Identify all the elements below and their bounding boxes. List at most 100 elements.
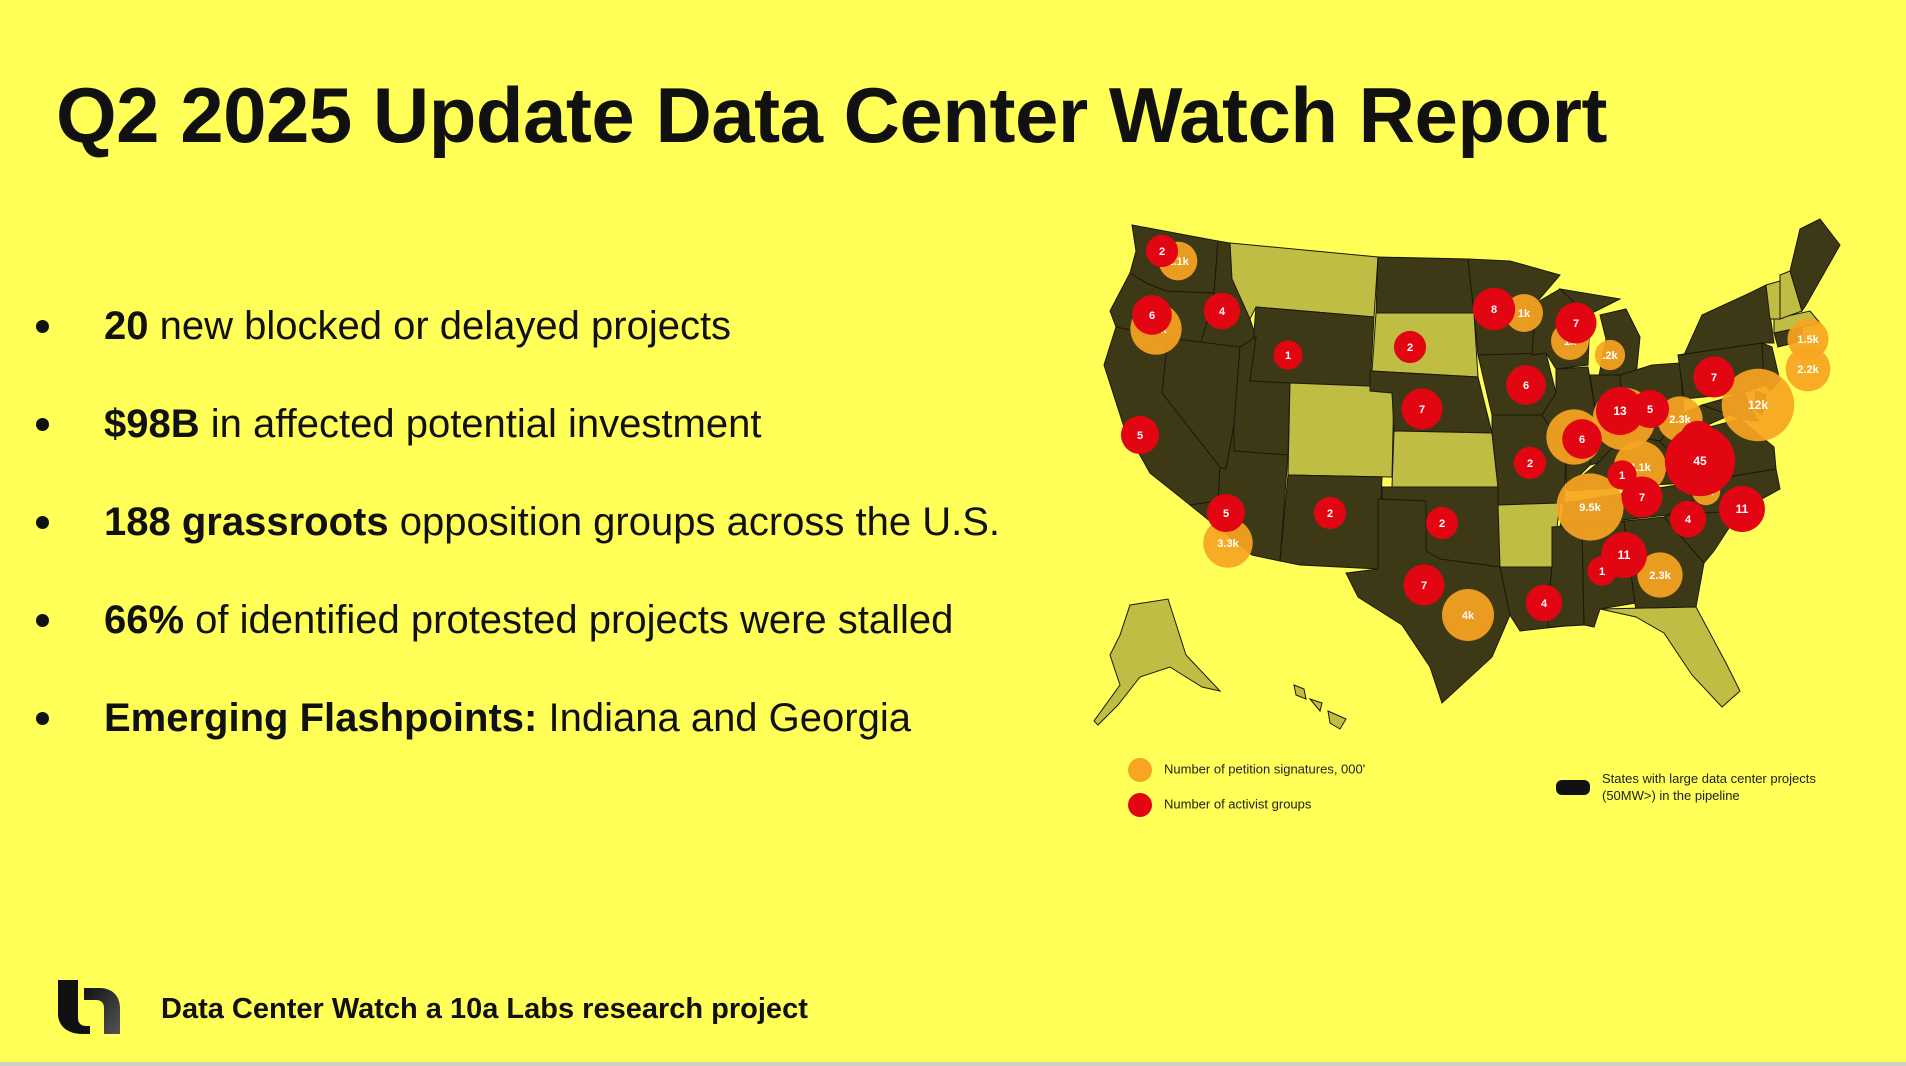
activist-marker-ne: 7 <box>1401 388 1443 430</box>
activist-marker-label: 11 <box>1736 502 1749 516</box>
activist-marker-circle <box>1693 356 1735 398</box>
page-title: Q2 2025 Update Data Center Watch Report <box>56 71 1608 159</box>
activist-marker-label: 8 <box>1491 304 1497 316</box>
activist-marker-circle <box>1506 365 1546 405</box>
activist-marker-label: 5 <box>1223 508 1229 520</box>
petition-marker-circle <box>1721 368 1795 442</box>
activist-marker-label: 5 <box>1137 430 1143 442</box>
bullet-dot-icon <box>36 516 49 529</box>
state-co <box>1287 382 1395 478</box>
activist-marker-label: 7 <box>1711 372 1717 384</box>
activist-marker-circle <box>1132 295 1172 335</box>
activist-marker-nm: 2 <box>1313 496 1347 530</box>
petition-swatch-icon <box>1128 758 1152 782</box>
activist-marker-circle <box>1719 486 1765 532</box>
list-item: 20 new blocked or delayed projects <box>30 300 1000 398</box>
activist-swatch-icon <box>1128 793 1152 817</box>
activist-marker-label: 4 <box>1541 598 1548 610</box>
activist-marker-label: 2 <box>1159 246 1165 258</box>
activist-marker-circle <box>1525 584 1563 622</box>
markers-layer: 1.1k3.8k3.3k4k1k.2k1k7.6k5k4.1k9.5k12k2.… <box>1120 234 1831 641</box>
activist-marker-circle <box>1555 302 1597 344</box>
petition-marker-circle <box>1785 346 1831 392</box>
legend-petition-label: Number of petition signatures, 000' <box>1164 761 1366 777</box>
petition-marker-circle <box>1637 552 1683 598</box>
activist-marker-circle <box>1513 446 1547 480</box>
state-hi <box>1293 684 1347 730</box>
us-map: 1.1k3.8k3.3k4k1k.2k1k7.6k5k4.1k9.5k12k2.… <box>1093 218 1841 730</box>
activist-marker-circle <box>1203 292 1241 330</box>
key-findings-list: 20 new blocked or delayed projects $98B … <box>30 300 1000 790</box>
activist-marker-circle <box>1587 556 1617 586</box>
activist-marker-circle <box>1393 330 1427 364</box>
activist-marker-label: 1 <box>1599 566 1605 578</box>
legend-pipeline-line1: States with large data center projects <box>1602 771 1816 786</box>
bullet-text: new blocked or delayed projects <box>148 304 732 348</box>
state-ks <box>1391 430 1499 488</box>
petition-marker-label: 9.5k <box>1579 502 1601 514</box>
activist-marker-circle <box>1145 234 1179 268</box>
bullet-highlight: 20 <box>104 304 149 348</box>
activist-marker-oh: 5 <box>1630 389 1670 429</box>
legend-activist-label: Number of activist groups <box>1164 796 1312 812</box>
legend-activist: Number of activist groups <box>1128 793 1311 817</box>
bullet-dot-icon <box>36 614 49 627</box>
state-mt <box>1229 242 1379 321</box>
petition-marker-label: 3.3k <box>1217 538 1239 550</box>
alaska-hawaii-layer <box>1093 598 1347 730</box>
activist-marker-label: 13 <box>1613 404 1627 418</box>
activist-marker-circle <box>1120 415 1160 455</box>
petition-marker-label: 2.3k <box>1649 570 1671 582</box>
activist-marker-label: 2 <box>1439 518 1445 530</box>
petition-marker-md: 12k <box>1721 368 1795 442</box>
state-wy <box>1249 306 1375 388</box>
bullet-dot-icon <box>36 320 49 333</box>
activist-marker-ia: 6 <box>1506 365 1546 405</box>
petition-marker-tn: 9.5k <box>1556 473 1624 541</box>
activist-marker-label: 2 <box>1327 508 1333 520</box>
petition-marker-label: 1k <box>1518 308 1531 320</box>
10a-labs-logo-icon <box>58 980 120 1034</box>
petition-marker-ma: 1.5k <box>1787 318 1829 360</box>
petition-marker-label: 4k <box>1462 610 1475 622</box>
activist-marker-ok: 2 <box>1425 506 1459 540</box>
activist-marker-circle <box>1403 564 1445 606</box>
bullet-text: of identified protested projects were st… <box>184 598 954 642</box>
activist-marker-circle <box>1664 425 1736 497</box>
petition-marker-circle <box>1442 589 1494 641</box>
petition-marker-mi: .2k <box>1594 339 1626 371</box>
activist-marker-circle <box>1425 506 1459 540</box>
activist-marker-label: 45 <box>1693 454 1707 468</box>
activist-marker-in: 13 <box>1596 387 1644 435</box>
list-item: Emerging Flashpoints: Indiana and Georgi… <box>30 692 1000 790</box>
petition-marker-label: 12k <box>1748 398 1768 412</box>
activist-marker-label: 11 <box>1618 548 1631 562</box>
legend-pipeline: States with large data center projects (… <box>1556 770 1816 804</box>
activist-marker-label: 7 <box>1573 318 1579 330</box>
footer-text: Data Center Watch a 10a Labs research pr… <box>161 993 808 1025</box>
petition-marker-label: 2.3k <box>1669 414 1691 426</box>
activist-marker-label: 6 <box>1523 380 1529 392</box>
bullet-highlight: 66% <box>104 598 185 642</box>
bullet-dot-icon <box>36 418 49 431</box>
state-az <box>1188 424 1289 562</box>
bullet-text: opposition groups across the U.S. <box>388 500 1001 544</box>
activist-marker-al: 1 <box>1587 556 1617 586</box>
activist-marker-mn: 8 <box>1472 287 1516 331</box>
bullet-highlight: Emerging Flashpoints: <box>104 696 538 740</box>
activist-marker-sd: 2 <box>1393 330 1427 364</box>
activist-marker-label: 4 <box>1685 514 1692 526</box>
petition-marker-circle <box>1594 339 1626 371</box>
activist-marker-label: 7 <box>1639 492 1645 504</box>
activist-marker-id: 4 <box>1203 292 1241 330</box>
petition-marker-circle <box>1505 294 1543 332</box>
activist-marker-circle <box>1313 496 1347 530</box>
state-ar <box>1497 502 1561 568</box>
petition-marker-circle <box>1787 318 1829 360</box>
activist-marker-circle <box>1596 387 1644 435</box>
activist-marker-circle <box>1273 340 1303 370</box>
activist-marker-circle <box>1472 287 1516 331</box>
bullet-highlight: $98B <box>104 402 200 446</box>
petition-marker-label: .2k <box>1602 350 1618 362</box>
state-ak <box>1093 598 1222 726</box>
